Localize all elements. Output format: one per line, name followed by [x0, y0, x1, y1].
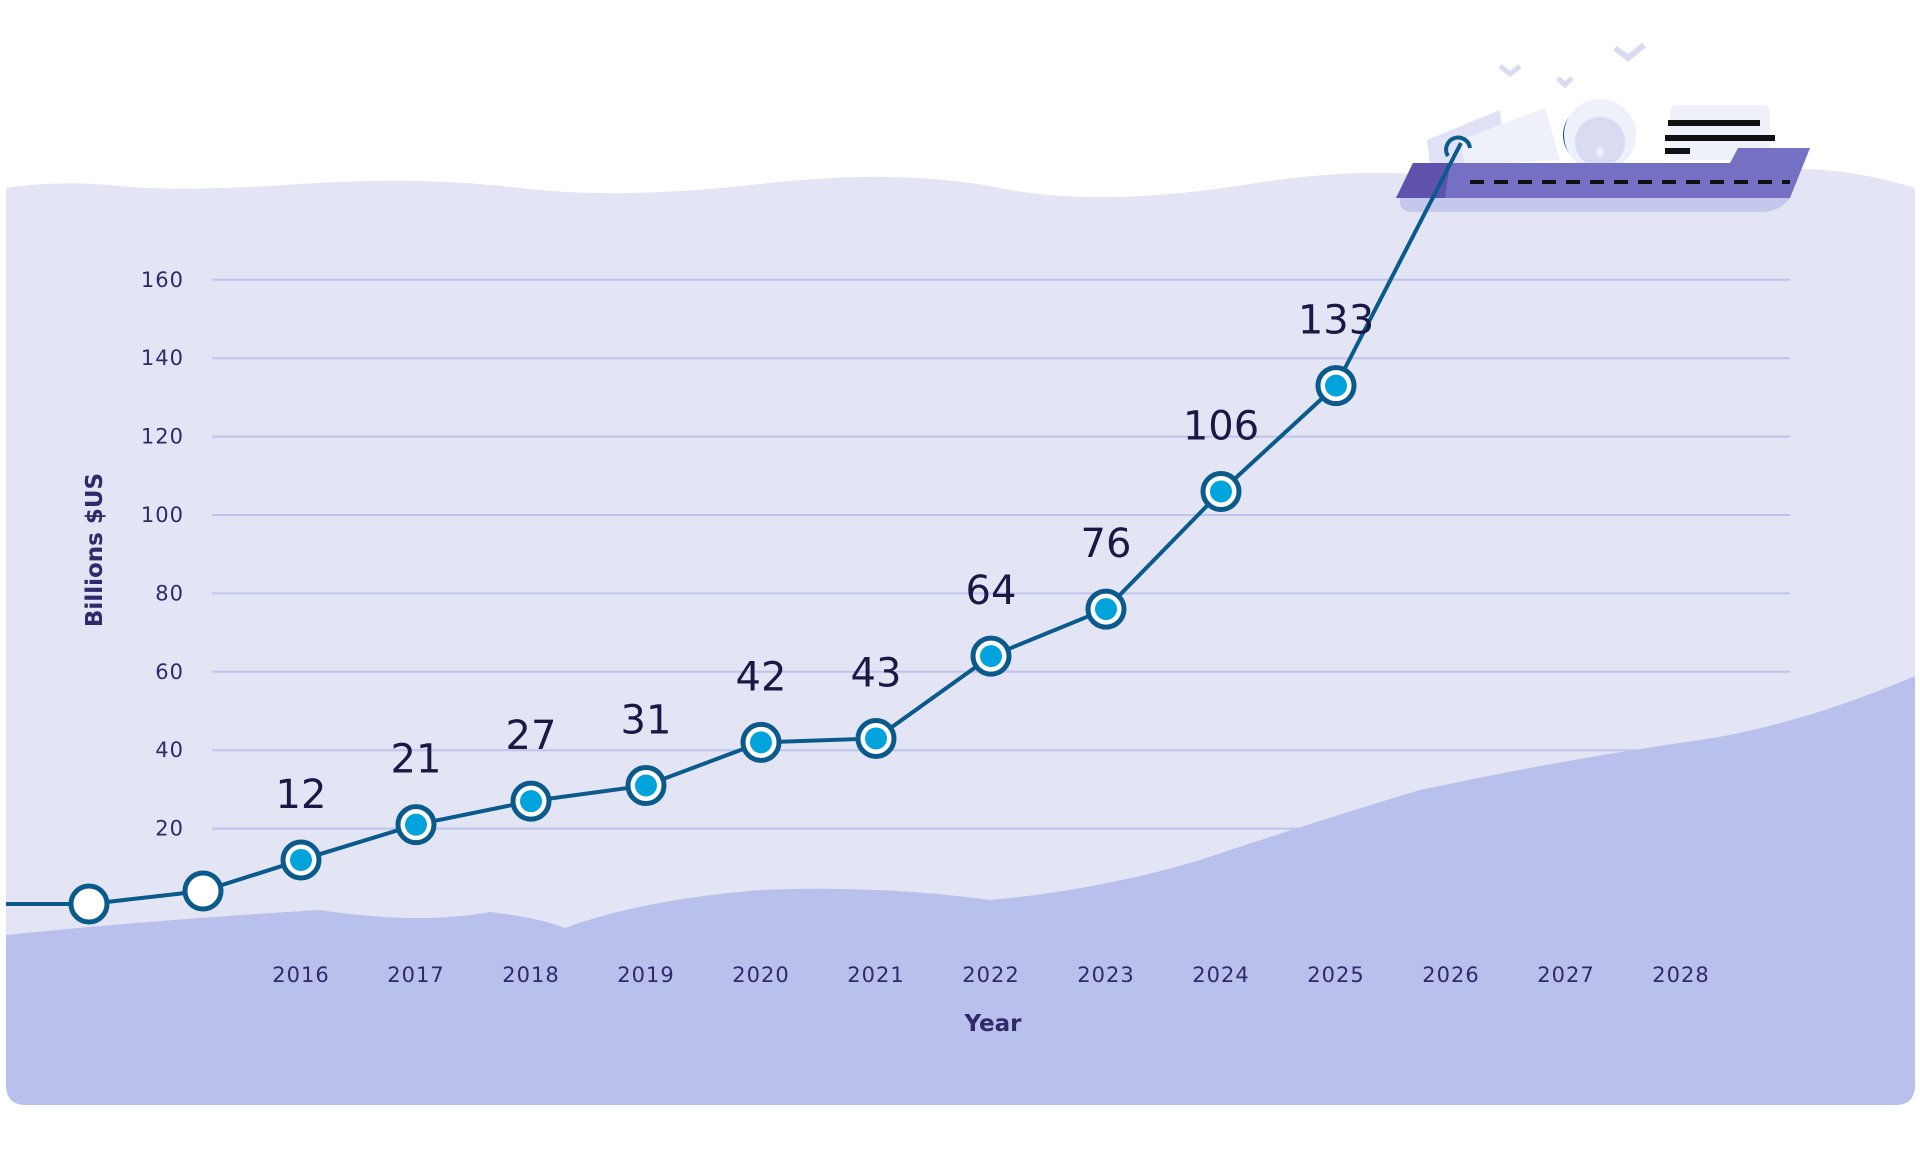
- data-label: 27: [506, 713, 557, 759]
- x-axis-ticks: 2016 2017 2018 2019 2020 2021 2022 2023 2024 2025…: [272, 963, 1709, 987]
- data-label: 12: [276, 772, 327, 818]
- data-point-fill: [520, 790, 542, 813]
- y-tick-label: 20: [155, 817, 184, 841]
- data-labels: 12 21 27 31 42 43 64 76 106 133: [276, 298, 1375, 818]
- data-label: 42: [736, 654, 787, 700]
- y-tick-label: 80: [155, 581, 184, 605]
- data-label: 43: [851, 650, 902, 696]
- x-tick-label: 2026: [1422, 963, 1479, 987]
- y-tick-label: 40: [155, 738, 184, 762]
- y-tick-label: 120: [141, 425, 184, 449]
- x-tick-label: 2023: [1077, 963, 1134, 987]
- x-axis-label: Year: [963, 1011, 1022, 1037]
- data-point-fill: [980, 645, 1002, 668]
- ship-illustration: [1396, 42, 1810, 212]
- data-label: 21: [391, 737, 442, 783]
- y-axis-ticks: 20 40 60 80 100 120 140 160: [141, 268, 184, 841]
- data-label: 64: [966, 568, 1017, 614]
- data-label: 31: [621, 697, 672, 743]
- data-label: 133: [1298, 298, 1374, 344]
- data-label: 106: [1183, 403, 1259, 449]
- x-tick-label: 2024: [1192, 963, 1249, 987]
- x-tick-label: 2022: [962, 963, 1019, 987]
- x-tick-label: 2020: [732, 963, 789, 987]
- data-point-fill: [1325, 374, 1347, 397]
- x-tick-label: 2019: [617, 963, 674, 987]
- y-tick-label: 140: [141, 346, 184, 370]
- x-tick-label: 2027: [1537, 963, 1594, 987]
- x-tick-label: 2016: [272, 963, 329, 987]
- x-tick-label: 2021: [847, 963, 904, 987]
- data-point-fill: [750, 731, 772, 754]
- ship-hook: [1444, 135, 1472, 158]
- data-point-fill: [1210, 480, 1232, 503]
- empty-marker: [68, 883, 110, 925]
- data-point-fill: [405, 813, 427, 836]
- data-point-fill: [290, 848, 312, 871]
- x-tick-label: 2018: [502, 963, 559, 987]
- x-tick-label: 2028: [1652, 963, 1709, 987]
- seabed-hill: [6, 676, 1915, 1105]
- series-line: [6, 135, 1472, 925]
- y-tick-label: 160: [141, 268, 184, 292]
- x-tick-label: 2025: [1307, 963, 1364, 987]
- data-point-fill: [865, 727, 887, 750]
- y-axis-label: Billions $US: [82, 473, 108, 627]
- empty-marker: [182, 870, 224, 912]
- data-label: 76: [1081, 521, 1132, 567]
- data-point-fill: [635, 774, 657, 797]
- y-tick-label: 60: [155, 660, 184, 684]
- data-point-fill: [1095, 598, 1117, 621]
- x-tick-label: 2017: [387, 963, 444, 987]
- y-tick-label: 100: [141, 503, 184, 527]
